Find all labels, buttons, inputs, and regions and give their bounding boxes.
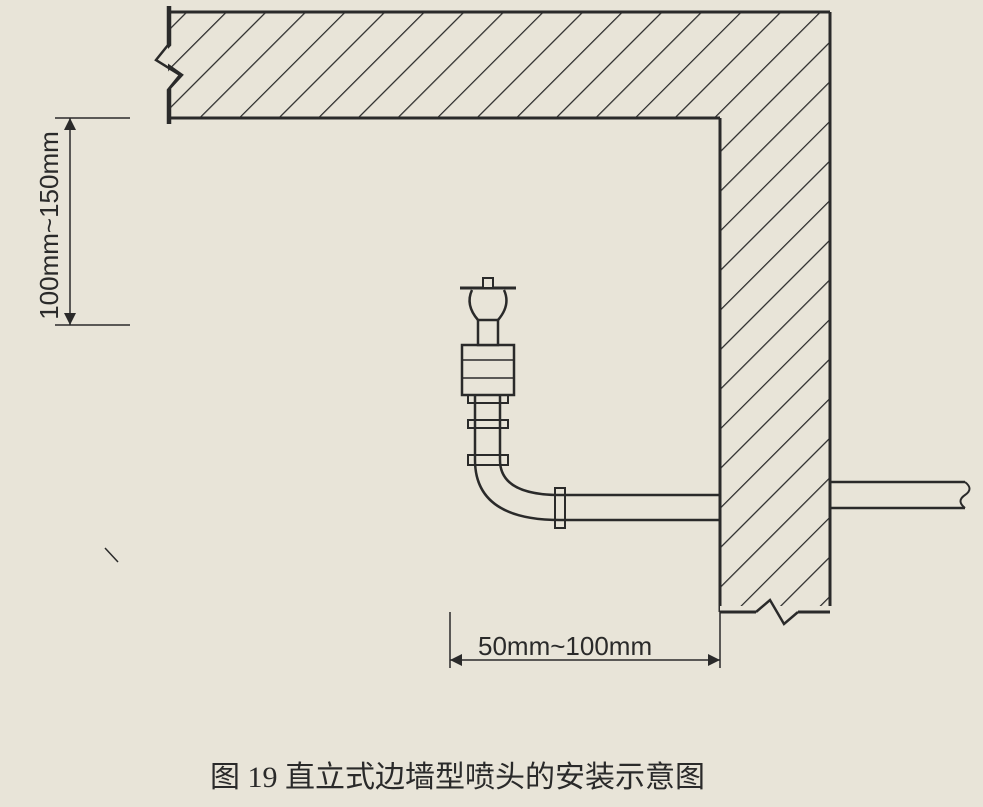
dimension-label-vertical: 100mm~150mm — [34, 131, 65, 320]
figure-caption: 图 19 直立式边墙型喷头的安装示意图 — [210, 752, 705, 796]
dimension-label-horizontal: 50mm~100mm — [478, 631, 652, 662]
technical-diagram — [0, 0, 983, 807]
